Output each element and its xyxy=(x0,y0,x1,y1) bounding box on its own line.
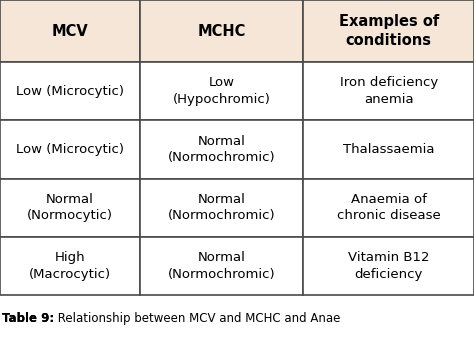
Bar xyxy=(0,237,140,295)
Bar xyxy=(140,120,303,179)
Bar xyxy=(140,179,303,237)
Text: Normal
(Normocytic): Normal (Normocytic) xyxy=(27,193,113,222)
Text: Thalassaemia: Thalassaemia xyxy=(343,143,435,156)
Bar xyxy=(140,62,303,120)
Bar xyxy=(140,237,303,295)
Bar xyxy=(303,179,474,237)
Text: Normal
(Normochromic): Normal (Normochromic) xyxy=(168,135,275,164)
Bar xyxy=(303,0,474,62)
Text: Table 9:: Table 9: xyxy=(2,312,54,325)
Text: Anaemia of
chronic disease: Anaemia of chronic disease xyxy=(337,193,440,222)
Bar xyxy=(0,0,140,62)
Text: Relationship between MCV and MCHC and Anae: Relationship between MCV and MCHC and An… xyxy=(54,312,341,325)
Text: Examples of
conditions: Examples of conditions xyxy=(338,14,439,48)
Text: Normal
(Normochromic): Normal (Normochromic) xyxy=(168,251,275,281)
Text: Table 9: Relationship between MCV and MCHC and Anae: Table 9: Relationship between MCV and MC… xyxy=(2,312,334,325)
Text: Iron deficiency
anemia: Iron deficiency anemia xyxy=(339,76,438,106)
Text: MCV: MCV xyxy=(52,24,88,39)
Text: Normal
(Normochromic): Normal (Normochromic) xyxy=(168,193,275,222)
Text: Low (Microcytic): Low (Microcytic) xyxy=(16,143,124,156)
Text: MCHC: MCHC xyxy=(197,24,246,39)
Bar xyxy=(303,62,474,120)
Bar xyxy=(0,179,140,237)
Text: Low
(Hypochromic): Low (Hypochromic) xyxy=(173,76,271,106)
Bar xyxy=(303,120,474,179)
Bar xyxy=(140,0,303,62)
Text: High
(Macrocytic): High (Macrocytic) xyxy=(29,251,111,281)
Bar xyxy=(0,62,140,120)
Bar xyxy=(303,237,474,295)
Text: Vitamin B12
deficiency: Vitamin B12 deficiency xyxy=(348,251,429,281)
Text: Table 9:: Table 9: xyxy=(2,312,54,325)
Text: Low (Microcytic): Low (Microcytic) xyxy=(16,84,124,97)
Bar xyxy=(0,120,140,179)
